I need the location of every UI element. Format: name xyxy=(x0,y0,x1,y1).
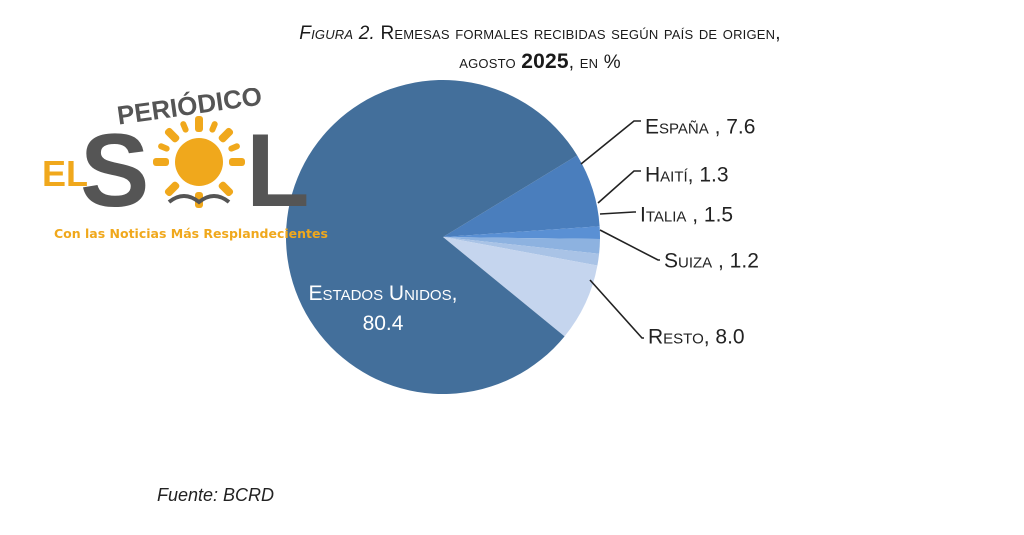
slice-label-estados-unidos-value: 80.4 xyxy=(363,312,404,335)
slice-label-españa: España , 7.6 xyxy=(645,116,755,139)
title-line-1: Remesas formales recibidas según país de… xyxy=(380,23,781,44)
pie-slice-estados-unidos xyxy=(286,80,578,395)
logo-el: EL xyxy=(42,153,88,194)
pie-slice-italia xyxy=(443,237,600,254)
pie-slice-españa xyxy=(443,155,600,237)
periodico-el-sol-logo: PERIÓDICO EL S L xyxy=(36,81,310,248)
logo-tagline: Con las Noticias Más Resplandecientes xyxy=(54,226,328,241)
slice-label-resto: Resto, 8.0 xyxy=(648,326,745,349)
leader-line-suiza xyxy=(599,229,660,261)
leader-line-haití xyxy=(597,170,641,204)
pie-slice-haití xyxy=(443,226,600,240)
source-note: Fuente: BCRD xyxy=(157,485,275,505)
leader-line-italia xyxy=(599,211,636,215)
title-year: 2025 xyxy=(521,50,569,73)
title-line-2a: agosto xyxy=(459,52,522,73)
figure-label: Figura 2. xyxy=(299,23,375,44)
slice-label-italia: Italia , 1.5 xyxy=(640,204,733,227)
title-line-2c: , en % xyxy=(568,52,621,73)
pie-slice-resto xyxy=(443,237,598,337)
leader-line-españa xyxy=(580,120,641,165)
sun-icon xyxy=(153,116,245,208)
logo-s: S xyxy=(80,113,149,229)
logo-l: L xyxy=(246,113,308,229)
slice-label-estados-unidos-name: Estados Unidos, xyxy=(309,282,458,305)
slice-label-suiza: Suiza , 1.2 xyxy=(664,250,759,273)
pie-slice-suiza xyxy=(443,237,600,266)
chart-title: Figura 2. Remesas formales recibidas seg… xyxy=(230,20,850,77)
sun-logo-icon: PERIÓDICO EL S L xyxy=(42,81,310,229)
leader-line-resto xyxy=(589,279,644,339)
slice-label-haití: Haití, 1.3 xyxy=(645,164,729,187)
